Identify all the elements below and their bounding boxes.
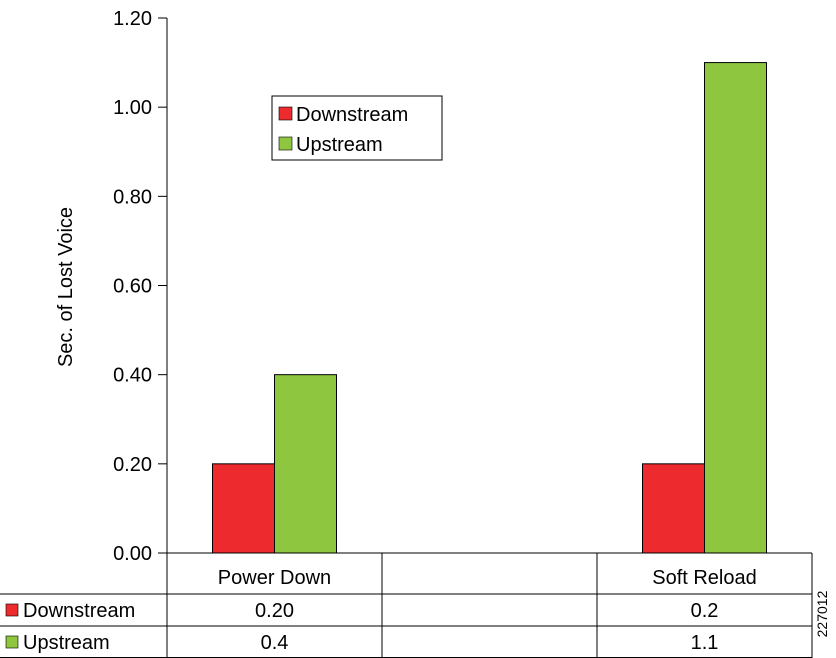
table-row-label: Downstream — [23, 600, 135, 622]
table-category-label: Power Down — [218, 567, 331, 589]
table-cell-value: 0.2 — [691, 600, 719, 622]
legend-label: Downstream — [296, 104, 408, 126]
y-tick-label: 1.20 — [113, 8, 152, 30]
table-row-swatch — [5, 635, 19, 649]
y-axis-label: Sec. of Lost Voice — [55, 207, 77, 367]
table-row-label: Upstream — [23, 632, 110, 654]
y-tick-label: 0.60 — [113, 276, 152, 298]
y-tick-label: 0.20 — [113, 454, 152, 476]
bar-downstream-power-down — [212, 463, 275, 554]
table-cell-value: 0.4 — [261, 632, 289, 654]
table-cell-value: 0.20 — [255, 600, 294, 622]
legend-box — [271, 95, 443, 161]
bar-upstream-power-down — [274, 374, 337, 554]
table-cell-value: 1.1 — [691, 632, 719, 654]
y-tick-label: 0.00 — [113, 543, 152, 565]
bars — [212, 62, 767, 554]
legend-swatch — [278, 136, 293, 151]
legend-label: Upstream — [296, 134, 383, 156]
y-tick-label: 0.40 — [113, 365, 152, 387]
table-row-swatch — [5, 603, 19, 617]
bar-downstream-soft-reload — [642, 463, 705, 554]
bar-upstream-soft-reload — [704, 62, 767, 554]
figure-id-label: 227012 — [814, 590, 830, 637]
y-tick-label: 0.80 — [113, 186, 152, 208]
data-table: Power Down Soft Reload Downstream 0.20 0.2 Up… — [0, 552, 813, 658]
table-category-label: Soft Reload — [652, 567, 757, 589]
legend-swatch — [278, 106, 293, 121]
y-axis: 0.00 0.20 0.40 0.60 0.80 1.00 1.20 — [113, 8, 168, 565]
legend: Downstream Upstream — [271, 95, 443, 161]
y-tick-label: 1.00 — [113, 97, 152, 119]
